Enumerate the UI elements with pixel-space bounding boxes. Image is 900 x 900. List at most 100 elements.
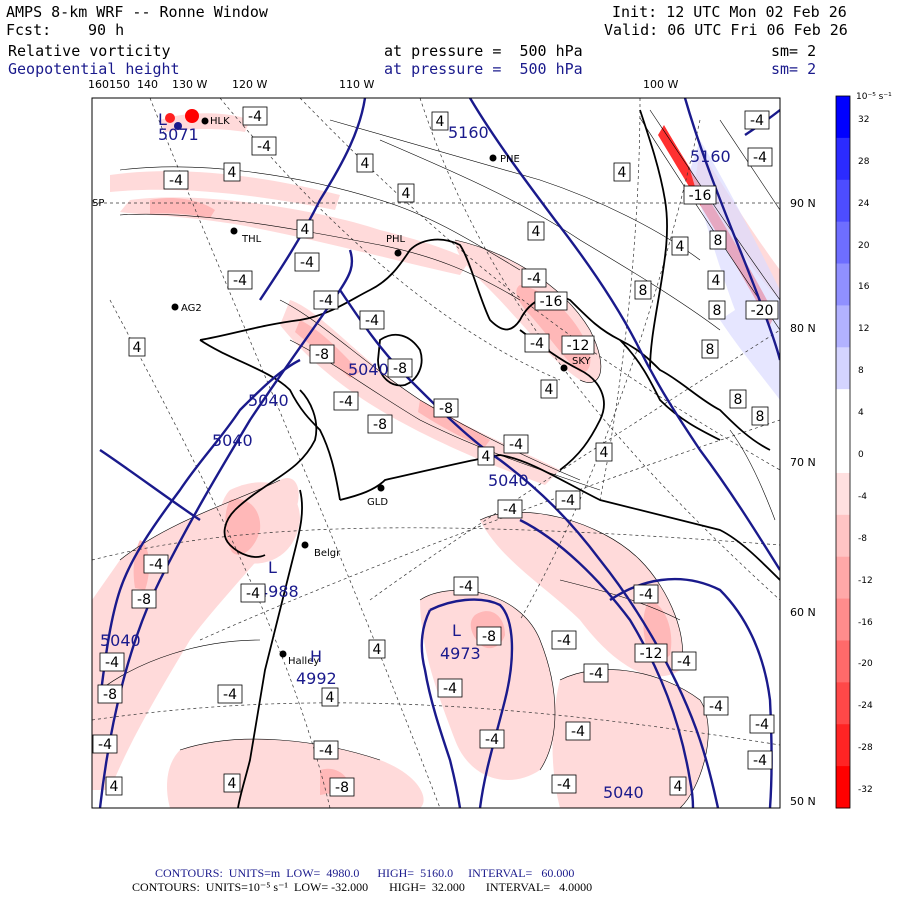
vorticity-label-box [368,639,386,659]
vorticity-label-box [143,554,169,574]
vorticity-label-text: -4 [557,777,571,793]
vorticity-label: -4 [747,147,773,167]
vorticity-label: -4 [521,268,547,288]
low-label: L [452,621,461,640]
station-label: GLD [367,497,388,508]
vorticity-label-box [97,684,123,704]
vorticity-label-text: -4 [248,109,262,125]
station-label: AG2 [181,303,202,314]
vorticity-label-box [747,147,773,167]
vorticity-label: -4 [671,651,697,671]
footer-vorticity-contours: CONTOURS: UNITS=10⁻⁵ s⁻¹ LOW= -32.000 HI… [132,880,593,894]
vorticity-label-box [551,774,577,794]
vorticity-label-box [309,344,335,364]
vorticity-label-text: 4 [545,382,554,398]
colorbar-tick-label: -12 [858,575,873,586]
vorticity-label-box [595,442,613,462]
colorbar-segment [836,221,850,265]
colorbar-tick-label: 16 [858,282,870,293]
vorticity-label-box [671,236,689,256]
vorticity-label: 4 [223,162,241,182]
vorticity-label-text: -4 [753,753,767,769]
vorticity-label: -4 [524,333,550,353]
vorticity-label-box [479,729,505,749]
vorticity-label-text: 4 [133,340,142,356]
vorticity-label: -4 [92,734,118,754]
vorticity-label-box [534,291,568,311]
vorticity-label-text: -4 [589,666,603,682]
vorticity-label-text: -12 [567,338,590,354]
vorticity-label-text: -4 [257,139,271,155]
vorticity-label-box [703,696,729,716]
vorticity-label-text: 4 [361,156,370,172]
vorticity-label: -4 [437,678,463,698]
vorticity-label-text: 4 [436,114,445,130]
vorticity-label: -4 [703,696,729,716]
vorticity-label-text: -8 [393,361,407,377]
colorbar-tick-label: -24 [858,701,873,712]
vorticity-label: 4 [477,446,495,466]
vorticity-label-box [163,170,189,190]
vorticity-label: 8 [708,300,726,320]
colorbar-tick-label: 0 [858,450,864,460]
vorticity-label-text: -8 [439,401,453,417]
vorticity-label: -4 [555,490,581,510]
vorticity-label: -4 [747,750,773,770]
vorticity-label-box [240,583,266,603]
colorbar-tick-label: -32 [858,785,873,796]
vorticity-label-box [367,414,393,434]
vorticity-label-text: -20 [751,303,774,319]
vorticity-label: -16 [683,185,717,205]
vorticity-label: -4 [497,499,523,519]
vorticity-label: -4 [227,270,253,290]
vorticity-label-text: 4 [600,445,609,461]
vorticity-label: -4 [749,714,775,734]
vorticity-label-box [453,576,479,596]
vorticity-label-text: -4 [149,557,163,573]
vorticity-label-box [223,162,241,182]
colorbar-segment [836,556,850,600]
lon-label: 110 W [339,78,375,91]
station-dots [171,117,568,658]
vorticity-label: -4 [744,110,770,130]
colorbar-segment [836,137,850,181]
vorticity-label-box [751,406,769,426]
colorbar-unit: 10⁻⁵ s⁻¹ [856,92,892,102]
vorticity-label-text: -8 [315,347,329,363]
vorticity-label-box [397,183,415,203]
colorbar-segment [836,389,850,432]
low-label: L [158,110,167,129]
lon-label: 140 [137,78,158,91]
vorticity-label-text: 8 [639,283,648,299]
vorticity-label: -4 [583,663,609,683]
vorticity-label-box [476,626,502,646]
field1-name: Relative vorticity [8,42,171,60]
vorticity-label-text: 4 [618,165,627,181]
vorticity-label: -8 [131,589,157,609]
vorticity-label-box [227,270,253,290]
height-label: 5040 [488,471,529,490]
vorticity-label: 4 [321,687,339,707]
lat-label: 60 N [790,606,816,619]
vorticity-label-text: -4 [753,150,767,166]
height-label: 4992 [296,669,337,688]
vorticity-label-text: 4 [712,273,721,289]
vorticity-label: -4 [565,721,591,741]
model-title: AMPS 8-km WRF -- Ronne Window [6,3,268,21]
vorticity-label-text: -8 [335,780,349,796]
vorticity-label-text: -4 [709,699,723,715]
colorbar-segment [836,766,850,809]
vorticity-label-text: -12 [640,646,663,662]
vorticity-label: -4 [479,729,505,749]
height-labels: 5071 5160 5160 5040 5040 5040 5040 4988 … [100,110,731,802]
station-label: Halley [288,656,319,667]
vorticity-label: -8 [387,358,413,378]
vorticity-label-text: 4 [402,186,411,202]
station-label: SKY [572,356,592,367]
vorticity-label-text: -8 [137,592,151,608]
vorticity-label-box [387,358,413,378]
colorbar-frame [835,95,851,809]
vorticity-label: 4 [707,270,725,290]
colorbar-tick-label: -16 [858,617,873,628]
